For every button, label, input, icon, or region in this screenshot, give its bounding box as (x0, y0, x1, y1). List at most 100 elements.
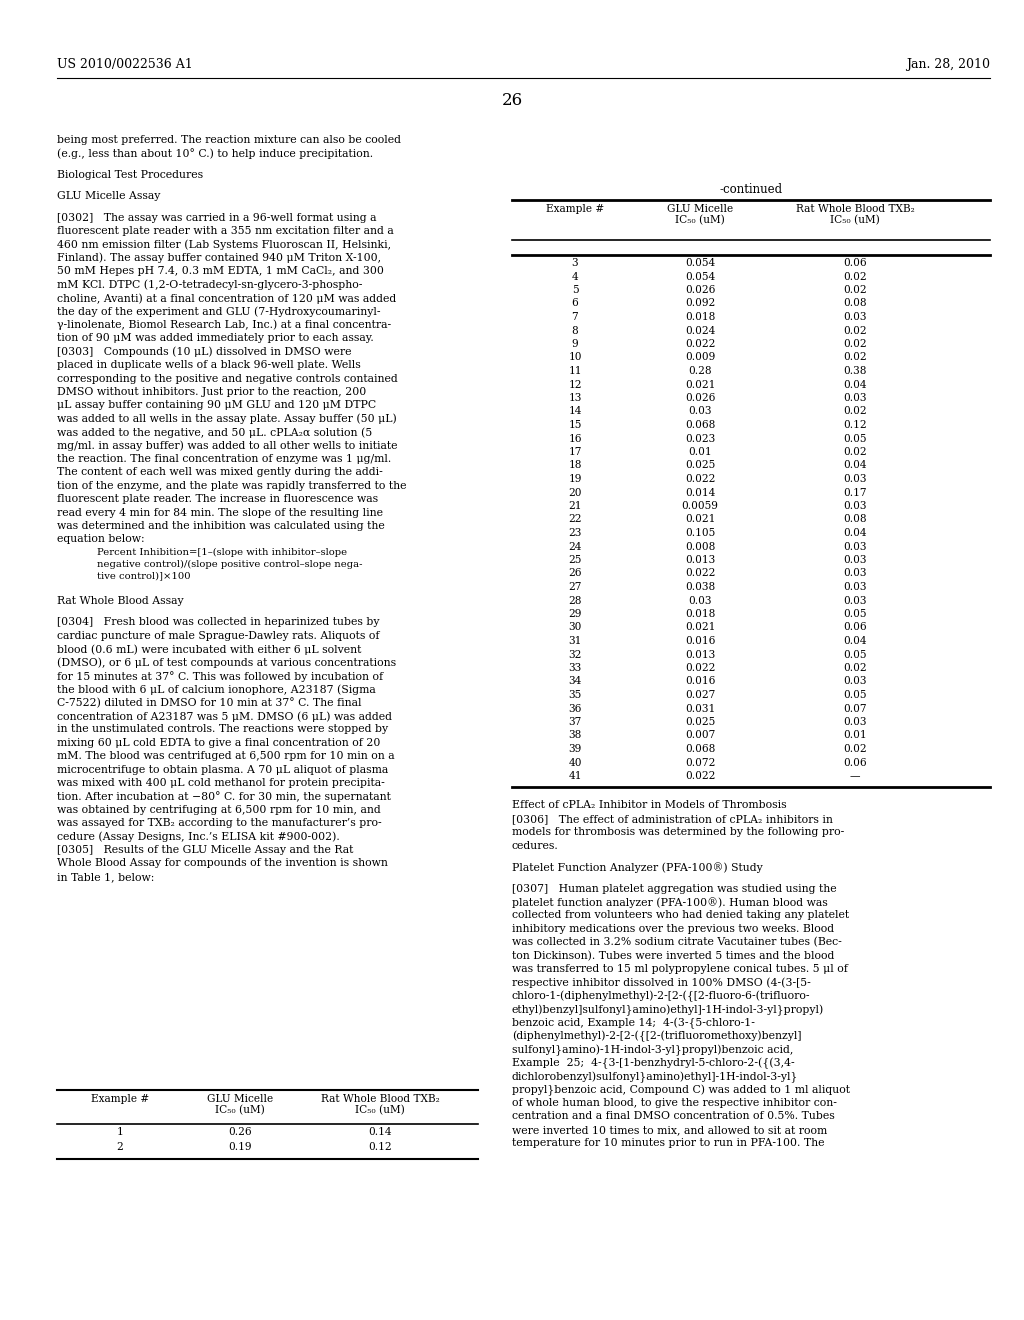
Text: tion. After incubation at −80° C. for 30 min, the supernatant: tion. After incubation at −80° C. for 30… (57, 792, 391, 803)
Text: propyl}benzoic acid, Compound C) was added to 1 ml aliquot: propyl}benzoic acid, Compound C) was add… (512, 1085, 850, 1096)
Text: 19: 19 (568, 474, 582, 484)
Text: 0.02: 0.02 (843, 744, 866, 754)
Text: 0.03: 0.03 (843, 582, 866, 591)
Text: models for thrombosis was determined by the following pro-: models for thrombosis was determined by … (512, 828, 844, 837)
Text: was transferred to 15 ml polypropylene conical tubes. 5 μl of: was transferred to 15 ml polypropylene c… (512, 964, 848, 974)
Text: 0.08: 0.08 (843, 515, 866, 524)
Text: the blood with 6 μL of calcium ionophore, A23187 (Sigma: the blood with 6 μL of calcium ionophore… (57, 684, 376, 694)
Text: DMSO without inhibitors. Just prior to the reaction, 200: DMSO without inhibitors. Just prior to t… (57, 387, 367, 397)
Text: 0.038: 0.038 (685, 582, 715, 591)
Text: fluorescent plate reader with a 355 nm excitation filter and a: fluorescent plate reader with a 355 nm e… (57, 226, 394, 236)
Text: 4: 4 (571, 272, 579, 281)
Text: negative control)/(slope positive control–slope nega-: negative control)/(slope positive contro… (97, 560, 362, 569)
Text: 0.12: 0.12 (369, 1142, 392, 1152)
Text: US 2010/0022536 A1: US 2010/0022536 A1 (57, 58, 193, 71)
Text: 0.054: 0.054 (685, 272, 715, 281)
Text: 28: 28 (568, 595, 582, 606)
Text: 0.014: 0.014 (685, 487, 715, 498)
Text: respective inhibitor dissolved in 100% DMSO (4-(3-[5-: respective inhibitor dissolved in 100% D… (512, 977, 811, 987)
Text: 16: 16 (568, 433, 582, 444)
Text: (diphenylmethyl)-2-[2-({[2-(trifluoromethoxy)benzyl]: (diphenylmethyl)-2-[2-({[2-(trifluoromet… (512, 1031, 802, 1043)
Text: 0.022: 0.022 (685, 663, 715, 673)
Text: 0.092: 0.092 (685, 298, 715, 309)
Text: Example #: Example # (91, 1094, 150, 1104)
Text: inhibitory medications over the previous two weeks. Blood: inhibitory medications over the previous… (512, 924, 835, 933)
Text: [0302]   The assay was carried in a 96-well format using a: [0302] The assay was carried in a 96-wel… (57, 213, 377, 223)
Text: 0.03: 0.03 (688, 407, 712, 417)
Text: GLU Micelle: GLU Micelle (667, 205, 733, 214)
Text: 0.04: 0.04 (843, 461, 866, 470)
Text: 0.19: 0.19 (228, 1142, 252, 1152)
Text: The content of each well was mixed gently during the addi-: The content of each well was mixed gentl… (57, 467, 383, 478)
Text: 50 mM Hepes pH 7.4, 0.3 mM EDTA, 1 mM CaCl₂, and 300: 50 mM Hepes pH 7.4, 0.3 mM EDTA, 1 mM Ca… (57, 267, 384, 276)
Text: read every 4 min for 84 min. The slope of the resulting line: read every 4 min for 84 min. The slope o… (57, 507, 383, 517)
Text: 0.03: 0.03 (843, 595, 866, 606)
Text: IC₅₀ (uM): IC₅₀ (uM) (215, 1105, 265, 1115)
Text: 27: 27 (568, 582, 582, 591)
Text: mM. The blood was centrifuged at 6,500 rpm for 10 min on a: mM. The blood was centrifuged at 6,500 r… (57, 751, 394, 762)
Text: cedure (Assay Designs, Inc.’s ELISA kit #900-002).: cedure (Assay Designs, Inc.’s ELISA kit … (57, 832, 340, 842)
Text: 0.02: 0.02 (843, 339, 866, 348)
Text: IC₅₀ (uM): IC₅₀ (uM) (355, 1105, 404, 1115)
Text: 0.105: 0.105 (685, 528, 715, 539)
Text: Rat Whole Blood Assay: Rat Whole Blood Assay (57, 595, 183, 606)
Text: 0.009: 0.009 (685, 352, 715, 363)
Text: [0306]   The effect of administration of cPLA₂ inhibitors in: [0306] The effect of administration of c… (512, 814, 833, 824)
Text: collected from volunteers who had denied taking any platelet: collected from volunteers who had denied… (512, 911, 849, 920)
Text: concentration of A23187 was 5 μM. DMSO (6 μL) was added: concentration of A23187 was 5 μM. DMSO (… (57, 711, 392, 722)
Text: was added to all wells in the assay plate. Assay buffer (50 μL): was added to all wells in the assay plat… (57, 413, 396, 424)
Text: γ-linolenate, Biomol Research Lab, Inc.) at a final concentra-: γ-linolenate, Biomol Research Lab, Inc.)… (57, 319, 391, 330)
Text: GLU Micelle: GLU Micelle (207, 1094, 273, 1104)
Text: temperature for 10 minutes prior to run in PFA-100. The: temperature for 10 minutes prior to run … (512, 1138, 824, 1148)
Text: was assayed for TXB₂ according to the manufacturer’s pro-: was assayed for TXB₂ according to the ma… (57, 818, 382, 828)
Text: 26: 26 (568, 569, 582, 578)
Text: 0.016: 0.016 (685, 636, 715, 645)
Text: 0.03: 0.03 (843, 541, 866, 552)
Text: 0.05: 0.05 (843, 609, 866, 619)
Text: 0.024: 0.024 (685, 326, 715, 335)
Text: tion of the enzyme, and the plate was rapidly transferred to the: tion of the enzyme, and the plate was ra… (57, 480, 407, 491)
Text: ton Dickinson). Tubes were inverted 5 times and the blood: ton Dickinson). Tubes were inverted 5 ti… (512, 950, 835, 961)
Text: 0.03: 0.03 (843, 676, 866, 686)
Text: IC₅₀ (uM): IC₅₀ (uM) (675, 215, 725, 226)
Text: [0304]   Fresh blood was collected in heparinized tubes by: [0304] Fresh blood was collected in hepa… (57, 618, 380, 627)
Text: [0305]   Results of the GLU Micelle Assay and the Rat: [0305] Results of the GLU Micelle Assay … (57, 845, 353, 855)
Text: 2: 2 (117, 1142, 123, 1152)
Text: 0.027: 0.027 (685, 690, 715, 700)
Text: Biological Test Procedures: Biological Test Procedures (57, 170, 203, 180)
Text: 11: 11 (568, 366, 582, 376)
Text: 0.07: 0.07 (843, 704, 866, 714)
Text: 0.04: 0.04 (843, 380, 866, 389)
Text: Rat Whole Blood TXB₂: Rat Whole Blood TXB₂ (796, 205, 914, 214)
Text: 460 nm emission filter (Lab Systems Fluoroscan II, Helsinki,: 460 nm emission filter (Lab Systems Fluo… (57, 239, 391, 249)
Text: blood (0.6 mL) were incubated with either 6 μL solvent: blood (0.6 mL) were incubated with eithe… (57, 644, 361, 655)
Text: was mixed with 400 μL cold methanol for protein precipita-: was mixed with 400 μL cold methanol for … (57, 777, 385, 788)
Text: 24: 24 (568, 541, 582, 552)
Text: 0.06: 0.06 (843, 257, 866, 268)
Text: mM KCl. DTPC (1,2-O-tetradecyl-sn-glycero-3-phospho-: mM KCl. DTPC (1,2-O-tetradecyl-sn-glycer… (57, 280, 362, 290)
Text: 0.031: 0.031 (685, 704, 715, 714)
Text: -continued: -continued (720, 183, 782, 195)
Text: 23: 23 (568, 528, 582, 539)
Text: 5: 5 (571, 285, 579, 294)
Text: 0.02: 0.02 (843, 352, 866, 363)
Text: corresponding to the positive and negative controls contained: corresponding to the positive and negati… (57, 374, 397, 384)
Text: 0.02: 0.02 (843, 407, 866, 417)
Text: 0.05: 0.05 (843, 690, 866, 700)
Text: 34: 34 (568, 676, 582, 686)
Text: 18: 18 (568, 461, 582, 470)
Text: mg/ml. in assay buffer) was added to all other wells to initiate: mg/ml. in assay buffer) was added to all… (57, 441, 397, 451)
Text: mixing 60 μL cold EDTA to give a final concentration of 20: mixing 60 μL cold EDTA to give a final c… (57, 738, 380, 748)
Text: 0.03: 0.03 (843, 554, 866, 565)
Text: GLU Micelle Assay: GLU Micelle Assay (57, 191, 161, 201)
Text: 0.06: 0.06 (843, 758, 866, 767)
Text: platelet function analyzer (PFA-100®). Human blood was: platelet function analyzer (PFA-100®). H… (512, 898, 827, 908)
Text: was added to the negative, and 50 μL. cPLA₂α solution (5: was added to the negative, and 50 μL. cP… (57, 428, 373, 438)
Text: 0.02: 0.02 (843, 272, 866, 281)
Text: equation below:: equation below: (57, 535, 144, 544)
Text: 0.068: 0.068 (685, 420, 715, 430)
Text: 0.0059: 0.0059 (682, 502, 719, 511)
Text: Percent Inhibition=[1–(slope with inhibitor–slope: Percent Inhibition=[1–(slope with inhibi… (97, 548, 347, 557)
Text: 0.018: 0.018 (685, 609, 715, 619)
Text: 0.021: 0.021 (685, 623, 715, 632)
